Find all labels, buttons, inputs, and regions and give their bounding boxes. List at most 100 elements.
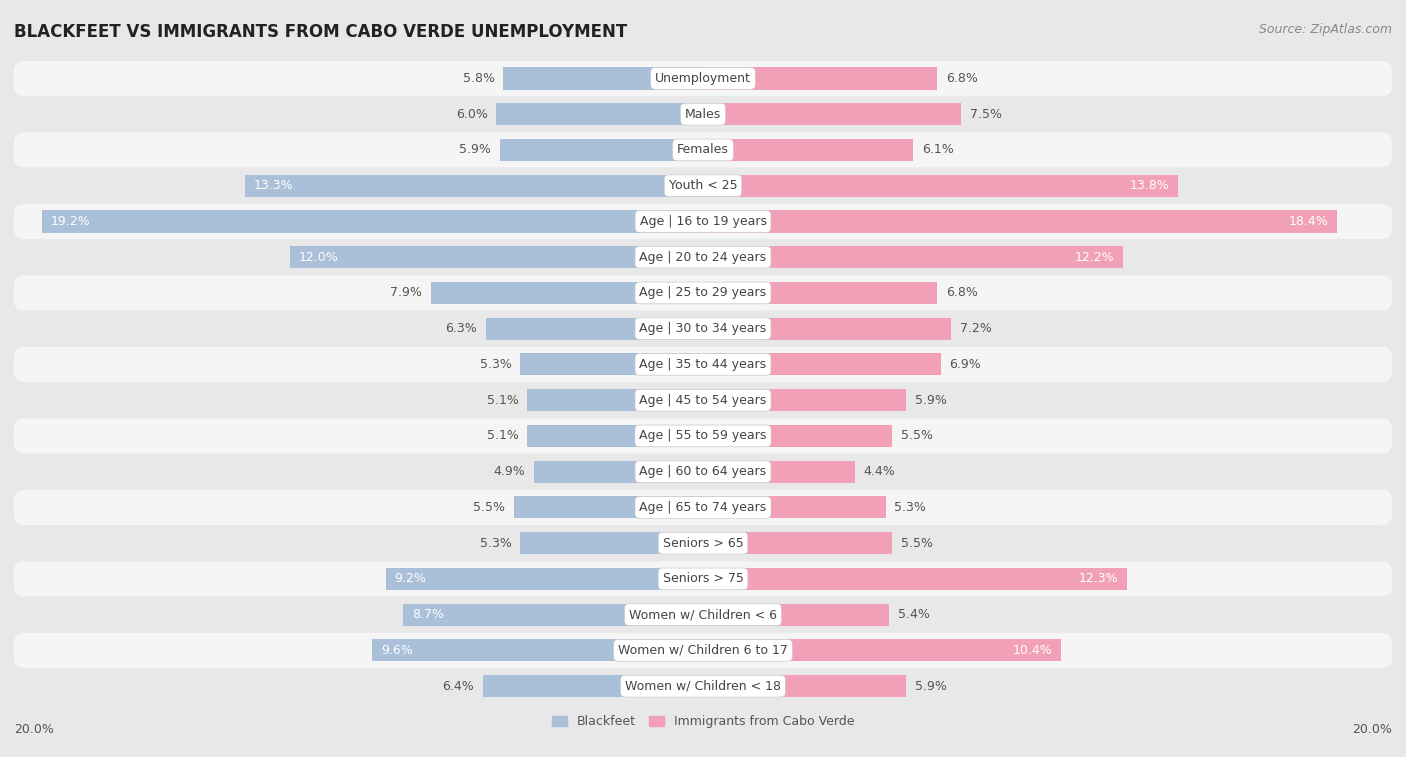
Bar (42, 210, 703, 232)
Text: 5.3%: 5.3% (894, 501, 927, 514)
Bar (520, 354, 703, 375)
Text: 6.0%: 6.0% (456, 107, 488, 120)
Text: 5.5%: 5.5% (472, 501, 505, 514)
Text: 6.8%: 6.8% (946, 286, 977, 300)
Text: Age | 65 to 74 years: Age | 65 to 74 years (640, 501, 766, 514)
Bar (703, 640, 1062, 662)
Text: Unemployment: Unemployment (655, 72, 751, 85)
FancyBboxPatch shape (14, 347, 1392, 382)
Text: 8.7%: 8.7% (412, 608, 444, 621)
Bar (703, 318, 950, 340)
Bar (486, 318, 703, 340)
Bar (703, 139, 912, 161)
FancyBboxPatch shape (14, 597, 1392, 632)
FancyBboxPatch shape (14, 240, 1392, 275)
Bar (703, 389, 907, 411)
Bar (503, 67, 703, 89)
Text: Age | 35 to 44 years: Age | 35 to 44 years (640, 358, 766, 371)
Text: 5.3%: 5.3% (479, 358, 512, 371)
Text: Seniors > 65: Seniors > 65 (662, 537, 744, 550)
Text: 12.3%: 12.3% (1078, 572, 1118, 585)
Text: 5.5%: 5.5% (901, 429, 934, 442)
Bar (404, 603, 703, 626)
Text: 4.4%: 4.4% (863, 465, 896, 478)
Text: Age | 16 to 19 years: Age | 16 to 19 years (640, 215, 766, 228)
Bar (387, 568, 703, 590)
FancyBboxPatch shape (14, 168, 1392, 203)
Text: 7.2%: 7.2% (960, 322, 991, 335)
Text: Males: Males (685, 107, 721, 120)
Text: 6.8%: 6.8% (946, 72, 977, 85)
Text: Age | 20 to 24 years: Age | 20 to 24 years (640, 251, 766, 263)
Text: Age | 25 to 29 years: Age | 25 to 29 years (640, 286, 766, 300)
Text: 5.9%: 5.9% (460, 143, 491, 157)
Text: 6.9%: 6.9% (949, 358, 981, 371)
FancyBboxPatch shape (14, 562, 1392, 597)
Text: 19.2%: 19.2% (51, 215, 90, 228)
Bar (703, 603, 889, 626)
Bar (703, 460, 855, 483)
Bar (703, 354, 941, 375)
FancyBboxPatch shape (14, 61, 1392, 96)
Text: Women w/ Children < 18: Women w/ Children < 18 (626, 680, 780, 693)
FancyBboxPatch shape (14, 633, 1392, 668)
Text: 9.6%: 9.6% (381, 644, 413, 657)
Bar (703, 568, 1126, 590)
Text: Source: ZipAtlas.com: Source: ZipAtlas.com (1258, 23, 1392, 36)
Text: 5.4%: 5.4% (897, 608, 929, 621)
Text: Age | 60 to 64 years: Age | 60 to 64 years (640, 465, 766, 478)
Bar (703, 210, 1337, 232)
Text: 9.2%: 9.2% (395, 572, 426, 585)
FancyBboxPatch shape (14, 204, 1392, 239)
Bar (703, 532, 893, 554)
Text: 20.0%: 20.0% (1353, 723, 1392, 736)
Bar (703, 425, 893, 447)
Text: 5.9%: 5.9% (915, 680, 946, 693)
Text: 6.4%: 6.4% (441, 680, 474, 693)
Text: 7.9%: 7.9% (391, 286, 422, 300)
Text: 20.0%: 20.0% (14, 723, 53, 736)
FancyBboxPatch shape (14, 97, 1392, 132)
Text: Age | 55 to 59 years: Age | 55 to 59 years (640, 429, 766, 442)
Text: 13.3%: 13.3% (253, 179, 292, 192)
Text: Age | 45 to 54 years: Age | 45 to 54 years (640, 394, 766, 407)
Text: 6.3%: 6.3% (446, 322, 478, 335)
FancyBboxPatch shape (14, 419, 1392, 453)
Text: Females: Females (678, 143, 728, 157)
FancyBboxPatch shape (14, 525, 1392, 561)
Bar (482, 675, 703, 697)
Text: 5.9%: 5.9% (915, 394, 946, 407)
Bar (534, 460, 703, 483)
Text: 10.4%: 10.4% (1012, 644, 1053, 657)
FancyBboxPatch shape (14, 276, 1392, 310)
Bar (520, 532, 703, 554)
Bar (527, 389, 703, 411)
Text: BLACKFEET VS IMMIGRANTS FROM CABO VERDE UNEMPLOYMENT: BLACKFEET VS IMMIGRANTS FROM CABO VERDE … (14, 23, 627, 41)
Text: 12.2%: 12.2% (1076, 251, 1115, 263)
Bar (245, 175, 703, 197)
Text: 6.1%: 6.1% (922, 143, 953, 157)
FancyBboxPatch shape (14, 454, 1392, 489)
Text: 5.1%: 5.1% (486, 394, 519, 407)
Text: 12.0%: 12.0% (298, 251, 337, 263)
Bar (703, 497, 886, 519)
Bar (703, 67, 938, 89)
Text: Women w/ Children 6 to 17: Women w/ Children 6 to 17 (619, 644, 787, 657)
Bar (703, 103, 962, 125)
Bar (513, 497, 703, 519)
Text: 4.9%: 4.9% (494, 465, 526, 478)
Text: Age | 30 to 34 years: Age | 30 to 34 years (640, 322, 766, 335)
Text: 5.5%: 5.5% (901, 537, 934, 550)
Bar (430, 282, 703, 304)
Text: 5.3%: 5.3% (479, 537, 512, 550)
Text: Seniors > 75: Seniors > 75 (662, 572, 744, 585)
Text: 18.4%: 18.4% (1288, 215, 1329, 228)
Text: 5.1%: 5.1% (486, 429, 519, 442)
Bar (290, 246, 703, 268)
Legend: Blackfeet, Immigrants from Cabo Verde: Blackfeet, Immigrants from Cabo Verde (547, 710, 859, 733)
Bar (499, 139, 703, 161)
FancyBboxPatch shape (14, 668, 1392, 704)
FancyBboxPatch shape (14, 382, 1392, 418)
FancyBboxPatch shape (14, 311, 1392, 346)
Bar (703, 675, 907, 697)
